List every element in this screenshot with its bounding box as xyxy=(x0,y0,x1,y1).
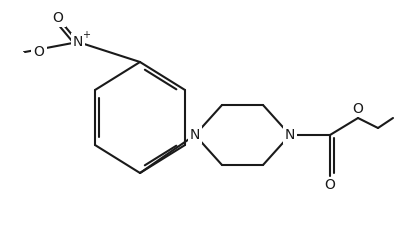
Text: +: + xyxy=(82,30,90,40)
Text: O: O xyxy=(53,11,63,25)
Text: O: O xyxy=(34,45,44,59)
Text: O: O xyxy=(325,178,335,192)
Text: N: N xyxy=(190,128,200,142)
Text: −: − xyxy=(22,47,32,57)
Text: N: N xyxy=(73,35,83,49)
Text: O: O xyxy=(352,102,364,116)
Text: N: N xyxy=(285,128,295,142)
